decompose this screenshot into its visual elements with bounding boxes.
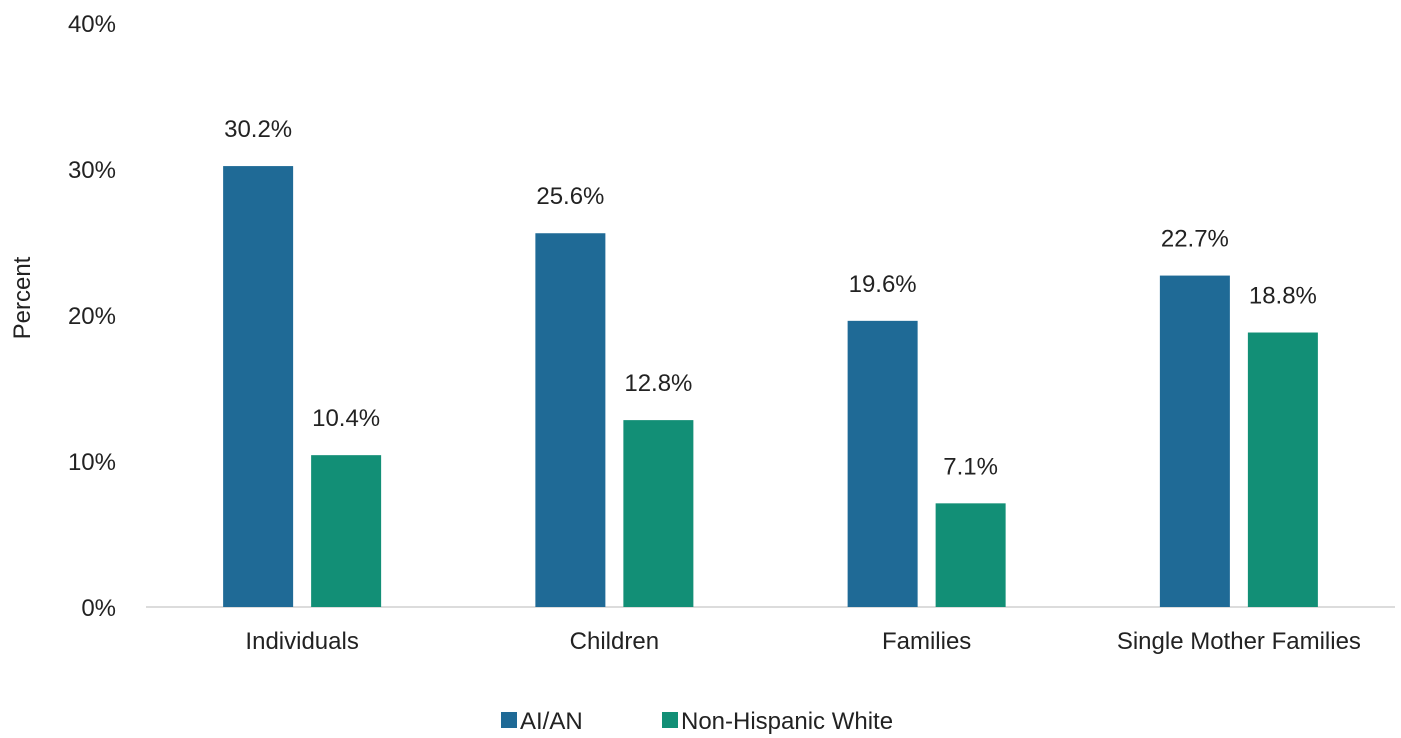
y-tick-label: 10% — [68, 449, 116, 476]
data-label: 12.8% — [624, 370, 692, 397]
bar-non-hispanic-white — [623, 420, 694, 607]
category-label: Single Mother Families — [1117, 628, 1361, 655]
y-tick-label: 30% — [68, 157, 116, 184]
legend-swatch — [501, 712, 517, 728]
legend-swatch — [662, 712, 678, 728]
bar-non-hispanic-white — [311, 455, 382, 607]
data-label: 7.1% — [943, 453, 998, 480]
bar-aian — [223, 166, 294, 607]
bars — [223, 166, 1318, 608]
bar-aian — [1159, 275, 1230, 607]
bar-non-hispanic-white — [1247, 332, 1318, 607]
category-label: Families — [882, 628, 971, 655]
category-label: Children — [570, 628, 659, 655]
legend-label: AI/AN — [520, 708, 583, 735]
data-label: 18.8% — [1249, 283, 1317, 310]
legend: AI/AN Non-Hispanic White — [501, 708, 893, 735]
legend-label: Non-Hispanic White — [681, 708, 893, 735]
category-labels: Individuals Children Families Single Mother… — [245, 628, 1361, 655]
y-tick-label: 20% — [68, 303, 116, 330]
data-label: 19.6% — [849, 271, 917, 298]
y-axis-title: Percent — [9, 256, 36, 339]
data-label: 10.4% — [312, 405, 380, 432]
y-tick-label: 40% — [68, 11, 116, 38]
bar-non-hispanic-white — [935, 503, 1006, 607]
data-label: 22.7% — [1161, 226, 1229, 253]
data-label: 30.2% — [224, 116, 292, 143]
y-tick-label: 0% — [81, 595, 116, 622]
category-label: Individuals — [245, 628, 358, 655]
data-labels: 30.2% 10.4% 25.6% 12.8% 19.6% 7.1% 22.7% 18.8% — [224, 116, 1317, 480]
y-axis-ticks: 0% 10% 20% 30% 40% — [68, 11, 116, 622]
data-label: 25.6% — [536, 183, 604, 210]
bar-aian — [535, 233, 606, 608]
bar-aian — [847, 320, 918, 607]
